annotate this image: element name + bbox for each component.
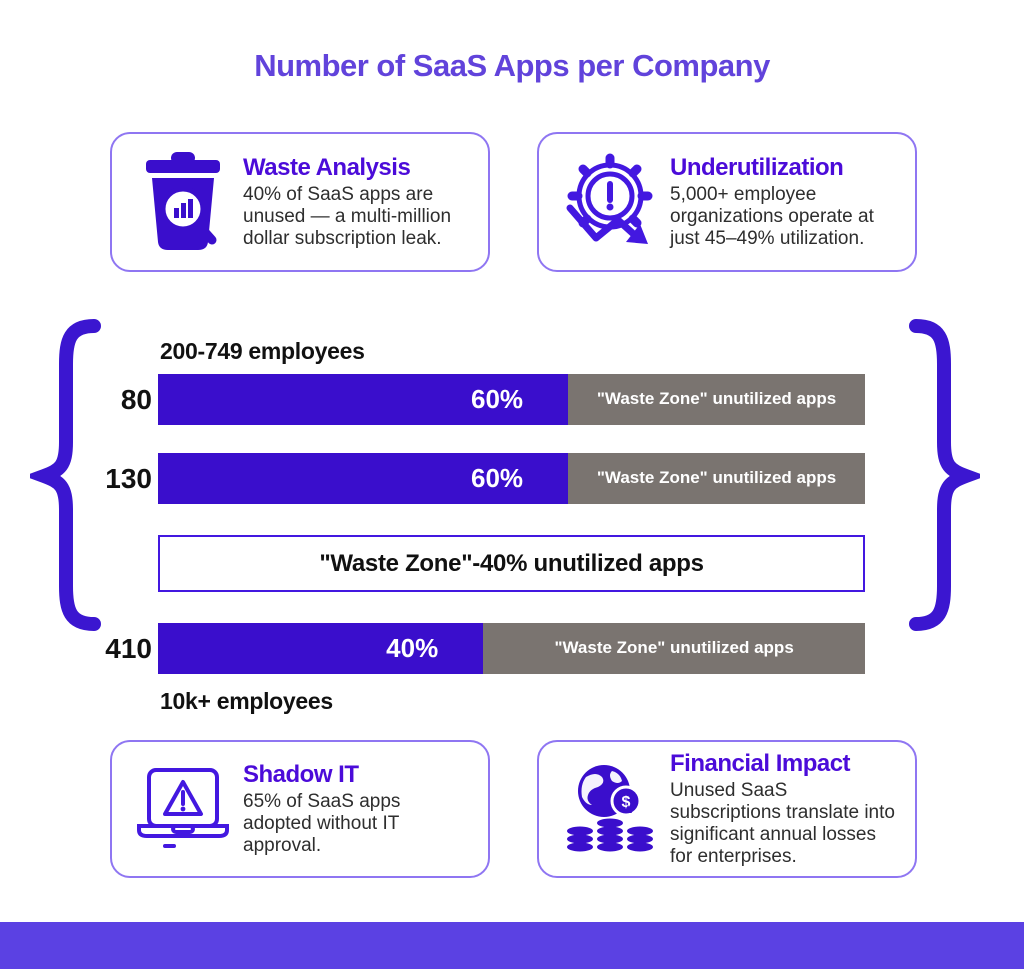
group-label-200-749: 200-749 employees <box>160 338 365 364</box>
bar-value-80: 80 <box>120 384 152 415</box>
bar-waste-segment: "Waste Zone" unutilized apps <box>568 453 865 504</box>
bar-value-410: 410 <box>105 633 152 664</box>
used-pct-label: 40% <box>386 633 439 663</box>
card-financial-impact: $ Financial Impact Unused SaaS subscript… <box>537 740 917 878</box>
waste-zone-label: "Waste Zone" unutilized apps <box>554 638 794 658</box>
bar-row-410: 410 40% "Waste Zone" unutilized apps <box>105 623 865 674</box>
waste-zone-callout: "Waste Zone"-40% unutilized apps <box>158 535 865 592</box>
card-heading-financial-impact: Financial Impact <box>670 749 851 777</box>
trash-magnifier-icon <box>130 152 235 252</box>
used-pct-label: 60% <box>471 463 524 493</box>
bar-value-130: 130 <box>105 463 152 494</box>
card-waste-analysis: Waste Analysis 40% of SaaS apps are unus… <box>110 132 490 272</box>
card-shadow-it: Shadow IT 65% of SaaS apps adopted witho… <box>110 740 490 878</box>
svg-text:$: $ <box>621 794 630 811</box>
bar-row-130: 130 60% "Waste Zone" unutilized apps <box>105 453 865 504</box>
card-body-waste-analysis: 40% of SaaS apps are unused — a multi-mi… <box>243 183 452 250</box>
waste-zone-label: "Waste Zone" unutilized apps <box>596 389 837 409</box>
bar-used-segment: 40% <box>158 623 484 674</box>
page-title: Number of SaaS Apps per Company <box>254 48 770 83</box>
left-brace <box>30 319 101 631</box>
card-body-underutilization: 5,000+ employee organizations operate at… <box>670 183 874 250</box>
card-heading-waste-analysis: Waste Analysis <box>243 153 411 181</box>
bar-row-80: 80 60% "Waste Zone" unutilized apps <box>121 374 865 425</box>
card-underutilization: Underutilization 5,000+ employee organiz… <box>537 132 917 272</box>
bar-waste-segment: "Waste Zone" unutilized apps <box>568 374 865 425</box>
bar-waste-segment: "Waste Zone" unutilized apps <box>483 623 865 674</box>
card-body-shadow-it: 65% of SaaS apps adopted without IT appr… <box>243 790 401 857</box>
gear-alert-arrow-icon <box>557 152 662 252</box>
bar-used-segment: 60% <box>158 453 569 504</box>
footer-accent-bar <box>0 922 1024 969</box>
card-body-financial-impact: Unused SaaS subscriptions translate into… <box>670 779 895 868</box>
bar-used-segment: 60% <box>158 374 569 425</box>
card-heading-underutilization: Underutilization <box>670 153 844 181</box>
globe-money-icon: $ <box>557 761 662 857</box>
right-brace <box>909 319 980 631</box>
used-pct-label: 60% <box>471 384 524 414</box>
group-label-10k: 10k+ employees <box>160 688 333 714</box>
waste-zone-label: "Waste Zone" unutilized apps <box>596 468 837 488</box>
card-heading-shadow-it: Shadow IT <box>243 760 359 788</box>
laptop-warning-icon <box>130 766 235 852</box>
